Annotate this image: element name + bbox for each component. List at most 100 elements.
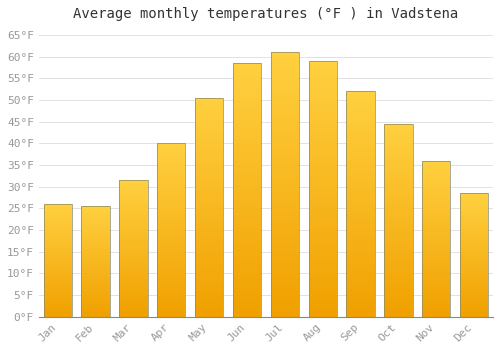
Bar [460,230,488,232]
Bar [157,266,186,268]
Bar [384,272,412,274]
Bar [82,217,110,218]
Bar [44,299,72,300]
Bar [308,64,337,66]
Bar [384,184,412,186]
Bar [233,246,261,248]
Bar [270,240,299,243]
Bar [308,238,337,240]
Bar [422,244,450,245]
Bar [460,216,488,217]
Bar [270,52,299,317]
Bar [119,235,148,236]
Bar [44,303,72,304]
Bar [460,199,488,201]
Bar [384,313,412,315]
Bar [195,104,224,107]
Bar [308,232,337,235]
Bar [157,230,186,232]
Bar [346,287,375,290]
Bar [346,315,375,317]
Bar [157,310,186,312]
Bar [82,211,110,212]
Bar [422,264,450,265]
Bar [308,260,337,263]
Bar [384,253,412,255]
Bar [346,143,375,146]
Bar [460,220,488,222]
Bar [422,279,450,281]
Bar [270,116,299,118]
Bar [44,214,72,215]
Bar [157,206,186,208]
Bar [195,306,224,308]
Bar [233,137,261,139]
Bar [422,248,450,250]
Bar [44,263,72,264]
Bar [422,231,450,232]
Bar [119,233,148,235]
Bar [384,228,412,230]
Bar [270,314,299,317]
Bar [233,134,261,137]
Bar [346,236,375,238]
Bar [384,157,412,159]
Bar [308,156,337,158]
Bar [195,273,224,275]
Bar [346,312,375,315]
Bar [195,174,224,177]
Bar [460,238,488,239]
Bar [119,180,148,182]
Bar [44,265,72,266]
Bar [270,222,299,224]
Bar [44,294,72,295]
Bar [308,191,337,194]
Bar [422,189,450,190]
Bar [308,217,337,219]
Bar [346,279,375,281]
Bar [346,251,375,254]
Bar [82,260,110,261]
Bar [346,121,375,123]
Bar [346,105,375,107]
Bar [82,247,110,248]
Bar [82,287,110,288]
Bar [195,288,224,290]
Bar [119,220,148,221]
Bar [422,187,450,189]
Bar [119,284,148,285]
Bar [422,180,450,181]
Bar [422,192,450,194]
Bar [308,199,337,202]
Bar [460,267,488,268]
Bar [82,266,110,267]
Bar [233,180,261,182]
Bar [270,201,299,203]
Bar [44,279,72,280]
Bar [233,144,261,147]
Bar [346,245,375,247]
Bar [270,267,299,269]
Bar [460,244,488,245]
Bar [233,261,261,264]
Bar [308,291,337,294]
Bar [346,243,375,245]
Bar [44,250,72,251]
Bar [119,310,148,312]
Bar [346,114,375,116]
Bar [119,281,148,283]
Bar [157,190,186,192]
Bar [119,190,148,191]
Bar [119,314,148,315]
Bar [384,211,412,212]
Bar [82,210,110,211]
Bar [119,212,148,213]
Bar [195,124,224,126]
Bar [119,232,148,233]
Bar [82,300,110,301]
Bar [422,298,450,300]
Bar [308,176,337,178]
Bar [157,164,186,166]
Bar [119,227,148,228]
Bar [270,132,299,134]
